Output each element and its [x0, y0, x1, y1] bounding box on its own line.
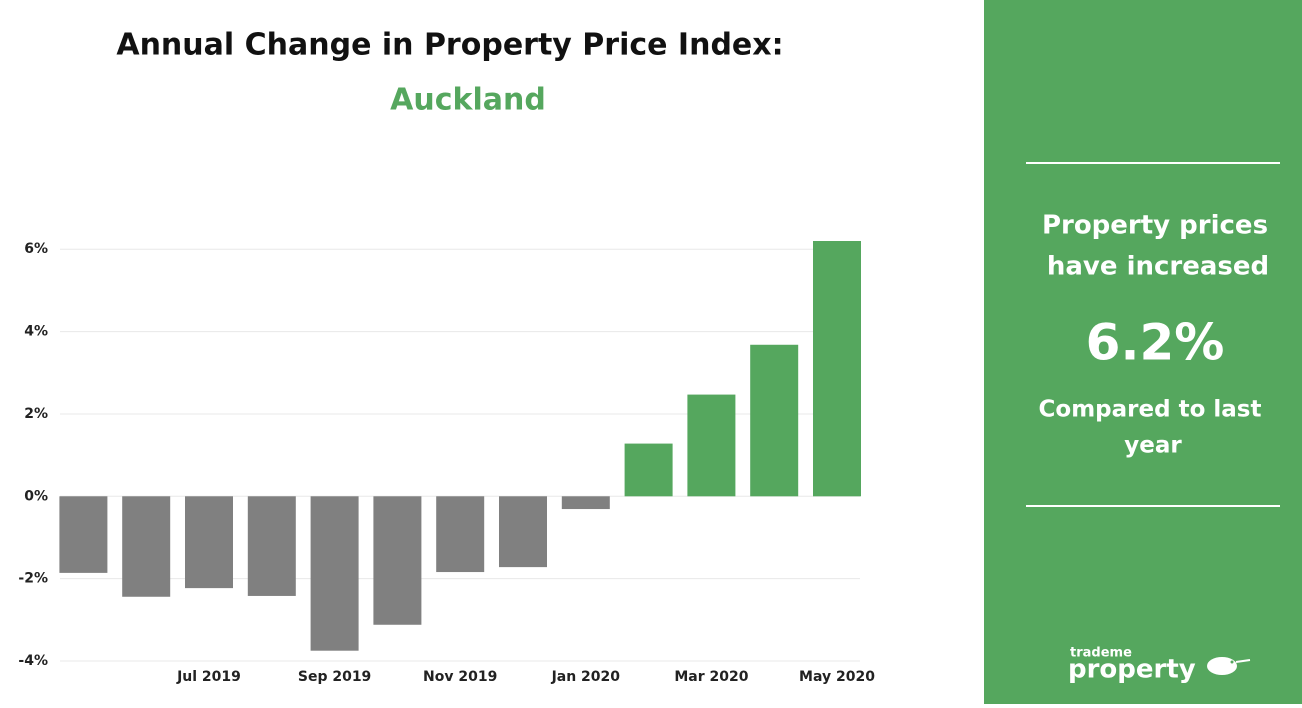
caption: year [1124, 433, 1182, 459]
logo-text: property [1068, 655, 1196, 685]
bar [436, 496, 485, 573]
logo-text: trademe [1070, 646, 1132, 661]
y-tick-label: -4% [18, 653, 48, 669]
bar [687, 394, 736, 497]
bar [561, 496, 610, 510]
y-tick-label: -2% [18, 571, 48, 587]
bar [750, 344, 799, 497]
y-tick-label: 0% [24, 488, 48, 504]
chart-title: Annual Change in Property Price Index: [116, 28, 783, 63]
bar [185, 496, 233, 589]
bar [59, 496, 108, 573]
bar [813, 241, 861, 497]
bar [247, 496, 296, 596]
x-tick-label: Sep 2019 [298, 669, 371, 685]
headline: Property prices [1042, 211, 1268, 241]
y-tick-label: 4% [24, 324, 48, 340]
x-tick-label: Jul 2019 [176, 669, 241, 685]
caption: Compared to last [1039, 397, 1262, 423]
headline: have increased [1047, 252, 1269, 282]
logo-icon [1207, 657, 1251, 675]
side-panel [984, 0, 1302, 704]
x-tick-label: Jan 2020 [551, 669, 621, 685]
bar [122, 496, 171, 597]
chart-subtitle: Auckland [390, 83, 546, 118]
bar [624, 443, 673, 497]
headline-value: 6.2% [1086, 314, 1225, 372]
y-tick-label: 2% [24, 406, 48, 422]
y-tick-label: 6% [24, 241, 48, 257]
x-tick-label: May 2020 [799, 669, 875, 685]
bar [499, 496, 547, 568]
x-tick-label: Mar 2020 [674, 669, 748, 685]
x-tick-label: Nov 2019 [423, 669, 497, 685]
bar [310, 496, 359, 651]
bar [373, 496, 422, 625]
